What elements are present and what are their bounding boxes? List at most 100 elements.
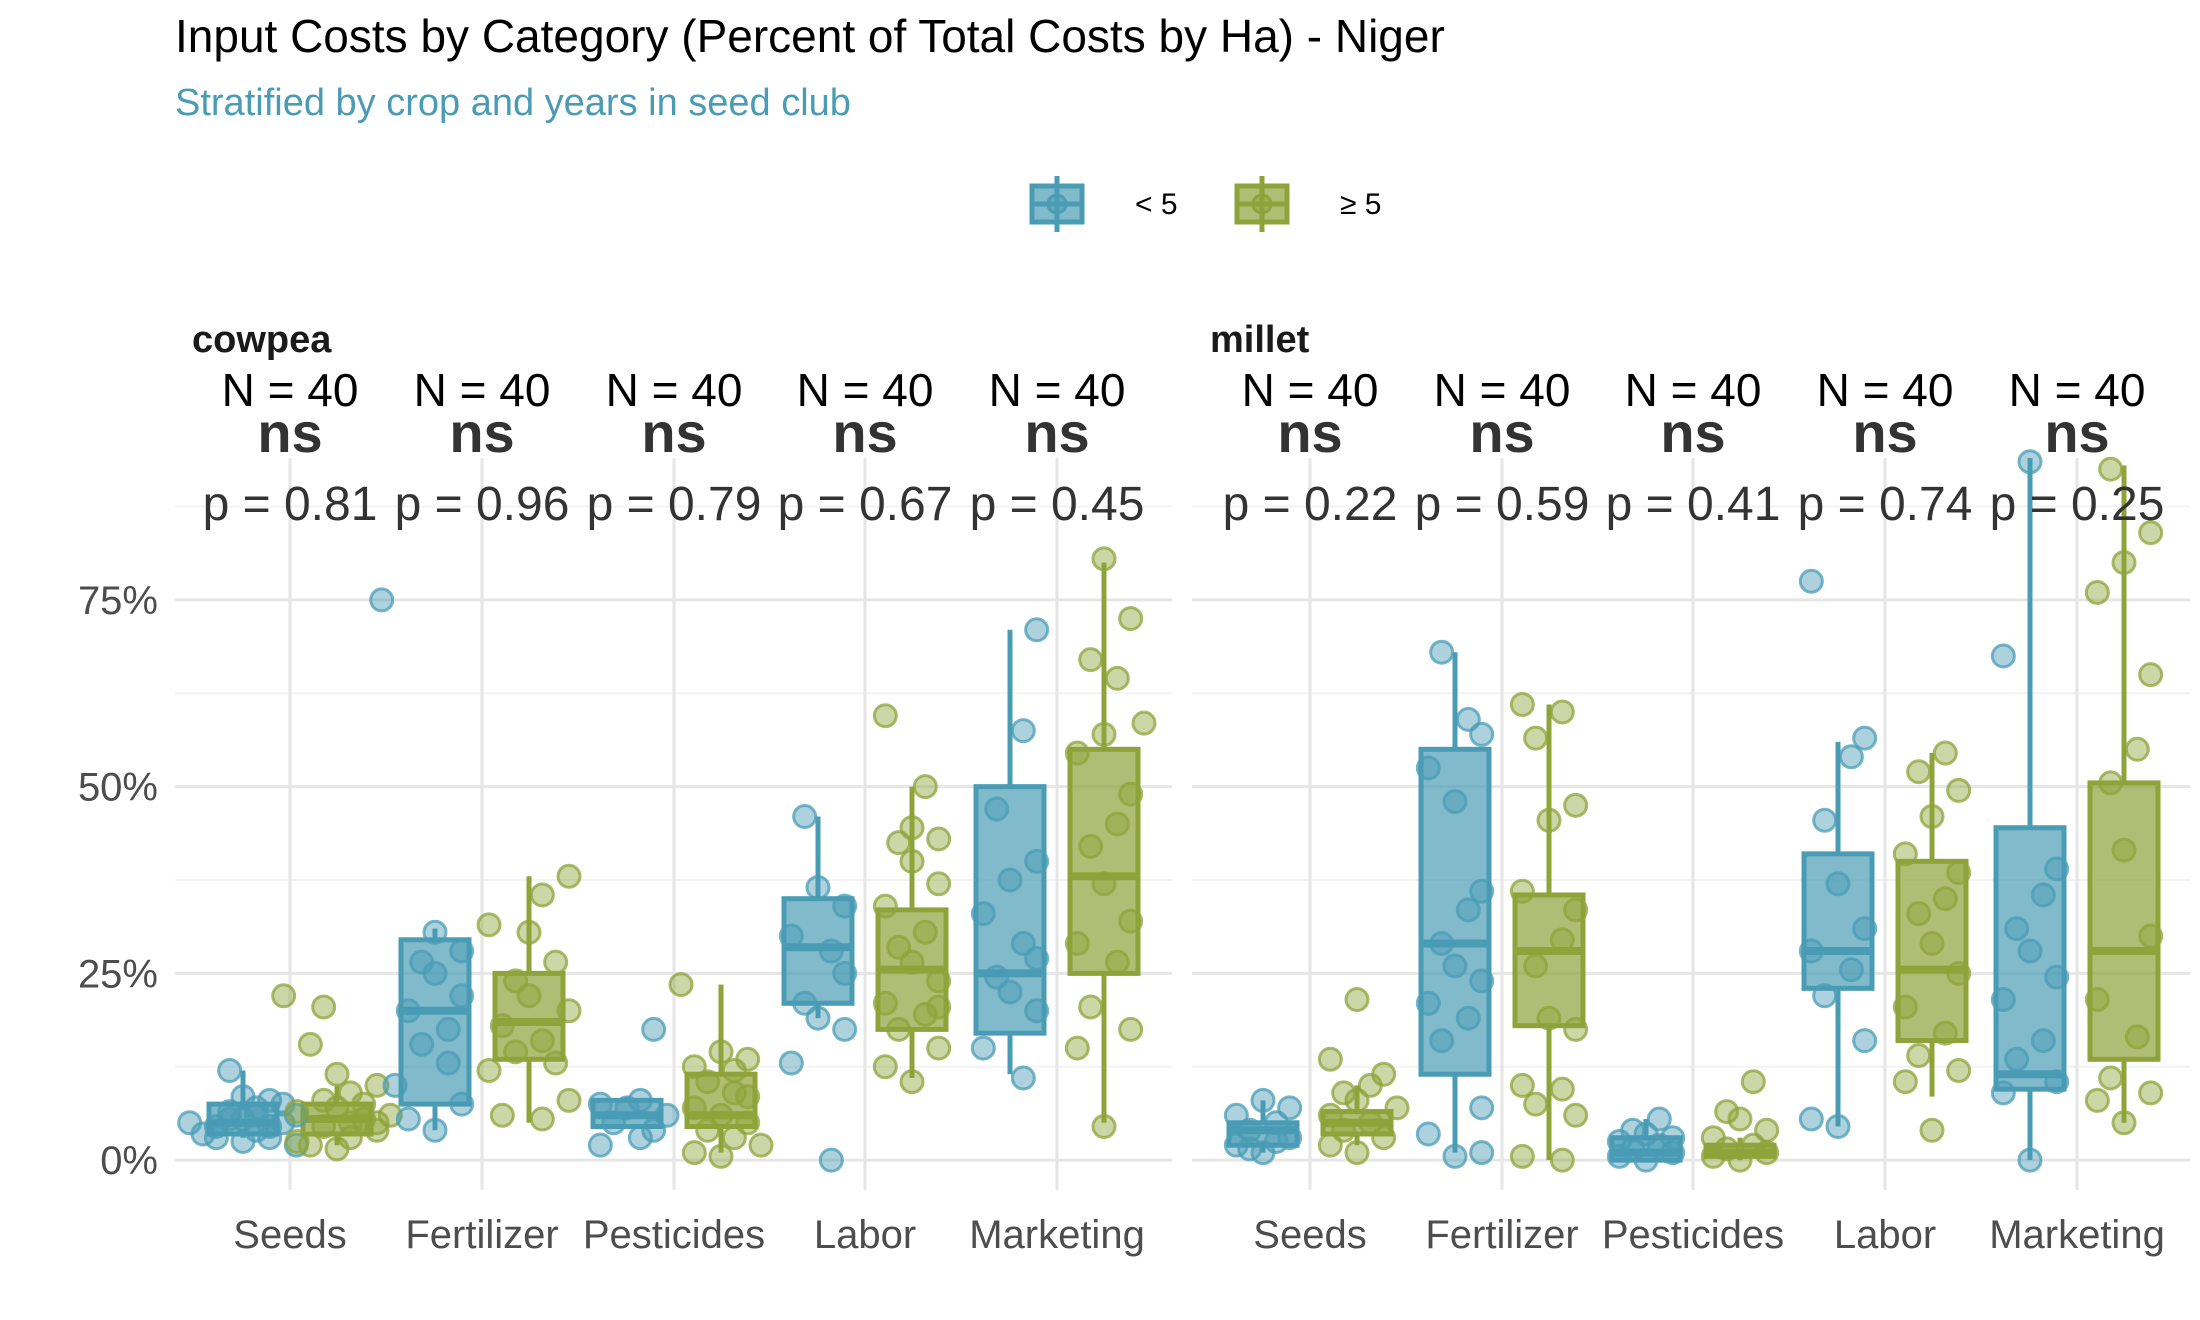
data-point-ge5 [1523,1091,1549,1117]
data-point-lt5 [1250,1087,1276,1113]
data-point-lt5 [832,893,858,919]
data-point-ge5 [748,1132,774,1158]
data-point-ge5 [503,1039,529,1065]
data-point-ge5 [1371,1061,1397,1087]
data-point-ge5 [1740,1069,1766,1095]
data-point-lt5 [435,1050,461,1076]
data-point-lt5 [1798,1106,1824,1132]
data-point-lt5 [1263,1128,1289,1154]
n-label: N = 40 [1625,364,1762,416]
box-ge5 [1895,858,1969,1044]
data-point-ge5 [2138,520,2164,546]
data-point-ge5 [1064,1035,1090,1061]
data-point-lt5 [230,1084,256,1110]
data-point-ge5 [311,994,337,1020]
legend: < 5 ≥ 5 [1029,176,1381,232]
data-point-ge5 [1064,740,1090,766]
data-point-lt5 [422,1117,448,1143]
data-point-lt5 [1825,1114,1851,1140]
data-point-ge5 [364,1072,390,1098]
significance-label: ns [1024,401,1089,464]
x-tick-label: Pesticides [1602,1213,1784,1257]
data-point-ge5 [489,1013,515,1039]
data-point-lt5 [1429,639,1455,665]
data-point-lt5 [792,990,818,1016]
data-point-ge5 [529,882,555,908]
data-point-lt5 [2004,916,2030,942]
data-point-ge5 [1509,691,1535,717]
data-point-ge5 [2138,1080,2164,1106]
data-point-ge5 [284,1128,310,1154]
data-point-lt5 [970,901,996,927]
data-point-ge5 [2098,1065,2124,1091]
p-value-label: p = 0.59 [1415,478,1590,531]
data-point-lt5 [792,804,818,830]
data-point-ge5 [364,1110,390,1136]
data-point-lt5 [217,1106,243,1132]
data-point-ge5 [899,1069,925,1095]
data-point-ge5 [1118,1016,1144,1042]
data-point-ge5 [912,1001,938,1027]
data-point-ge5 [1317,1102,1343,1128]
chart-subtitle: Stratified by crop and years in seed clu… [175,82,851,124]
data-point-ge5 [886,934,912,960]
data-point-lt5 [2044,1069,2070,1095]
data-point-ge5 [721,1080,747,1106]
data-point-ge5 [1549,699,1575,725]
data-point-lt5 [1429,931,1455,957]
data-point-lt5 [1277,1095,1303,1121]
data-point-ge5 [1331,1080,1357,1106]
data-point-ge5 [1906,901,1932,927]
data-point-lt5 [369,587,395,613]
n-label: N = 40 [222,364,359,416]
p-value-label: p = 0.96 [395,478,570,531]
data-point-ge5 [2111,1110,2137,1136]
data-point-ge5 [476,912,502,938]
facet-label-millet: millet [1210,319,1310,361]
data-point-ge5 [311,1087,337,1113]
data-point-ge5 [926,968,952,994]
data-point-ge5 [1932,740,1958,766]
data-point-lt5 [1415,755,1441,781]
y-tick-label: 25% [78,952,158,996]
data-point-lt5 [1010,931,1036,957]
data-point-ge5 [1563,1102,1589,1128]
data-point-lt5 [382,1072,408,1098]
data-point-ge5 [681,1054,707,1080]
data-point-ge5 [1892,1069,1918,1095]
chart-title: Input Costs by Category (Percent of Tota… [175,10,1445,62]
data-point-ge5 [1509,878,1535,904]
data-point-ge5 [556,998,582,1024]
data-point-ge5 [2124,736,2150,762]
data-point-ge5 [503,968,529,994]
data-point-lt5 [1223,1102,1249,1128]
data-point-ge5 [1932,1020,1958,1046]
n-label: N = 40 [1817,364,1954,416]
data-point-ge5 [1509,1072,1535,1098]
data-point-ge5 [1563,897,1589,923]
p-value-label: p = 0.22 [1223,478,1398,531]
data-point-ge5 [2138,923,2164,949]
data-point-lt5 [832,1016,858,1042]
data-point-lt5 [1852,725,1878,751]
data-point-ge5 [1536,807,1562,833]
data-point-lt5 [2004,1046,2030,1072]
data-point-lt5 [1798,568,1824,594]
data-point-ge5 [2098,456,2124,482]
legend-label-ge5: ≥ 5 [1340,188,1381,221]
significance-label: ns [2044,401,2109,464]
data-point-lt5 [1812,983,1838,1009]
data-point-ge5 [1384,1095,1410,1121]
data-point-lt5 [422,919,448,945]
p-value-label: p = 0.81 [203,478,378,531]
data-point-ge5 [1932,886,1958,912]
n-label: N = 40 [414,364,551,416]
box-ge5 [1067,746,1141,976]
data-point-ge5 [1118,606,1144,632]
data-point-ge5 [912,919,938,945]
data-point-lt5 [984,796,1010,822]
data-point-ge5 [377,1102,403,1128]
data-point-ge5 [2124,1024,2150,1050]
data-point-ge5 [271,983,297,1009]
